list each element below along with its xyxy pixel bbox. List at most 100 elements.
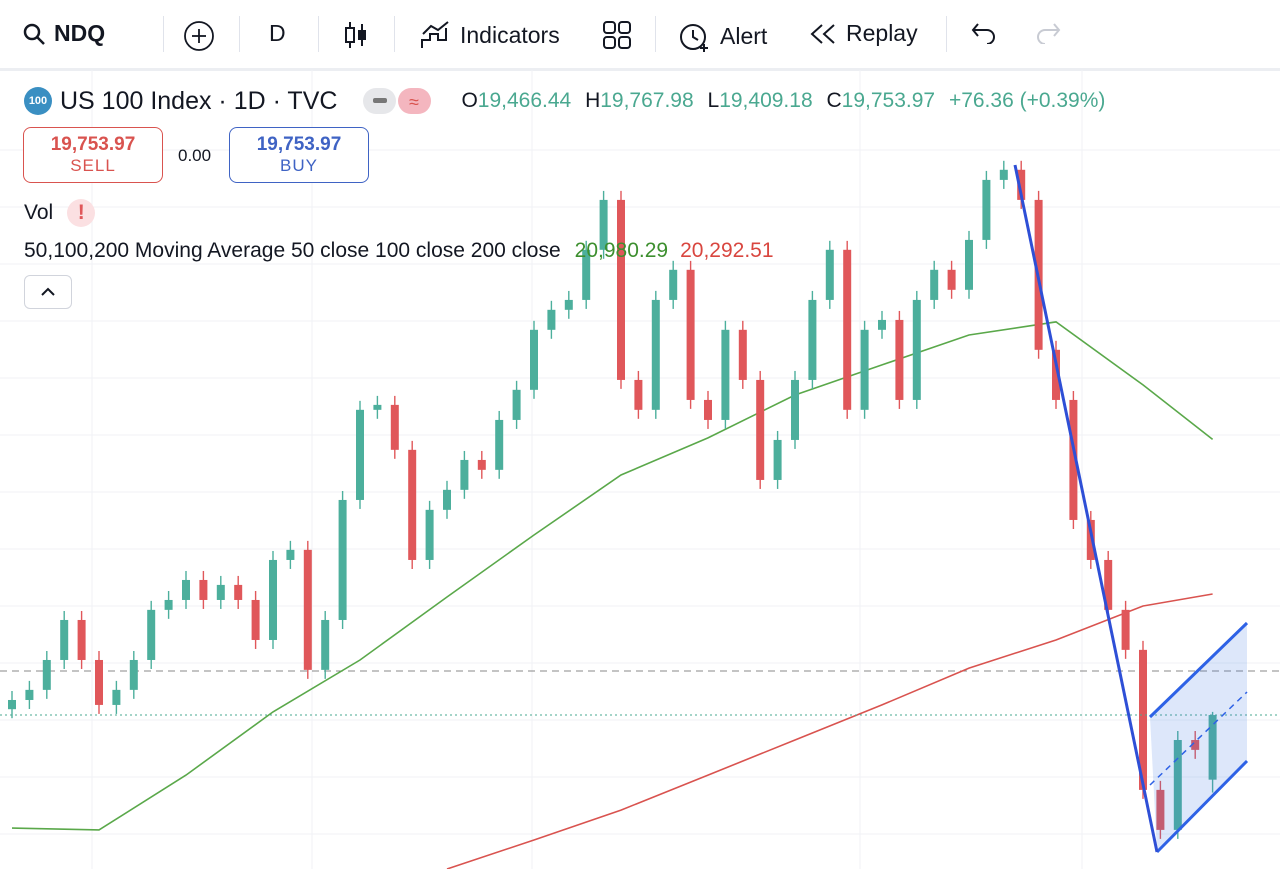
candle-body — [234, 584, 243, 600]
add-symbol[interactable] — [183, 20, 215, 52]
layout-button[interactable] — [602, 20, 632, 50]
high-value: 19,767.98 — [600, 89, 694, 112]
redo-button[interactable] — [1034, 20, 1062, 44]
candle-body — [1052, 349, 1060, 400]
candle-body — [495, 419, 504, 470]
moving-average — [446, 593, 1213, 869]
ohlc: O19,466.44 H19,767.98 L19,409.18 C19,753… — [461, 89, 1113, 113]
candle-body — [947, 269, 956, 290]
symbol-title: US 100 Index · 1D · TVC — [60, 86, 338, 115]
buy-label: BUY — [280, 156, 318, 175]
buy-button[interactable]: 19,753.97 BUY — [229, 127, 369, 183]
candle-body — [77, 619, 86, 660]
ma200-value: 20,292.51 — [680, 239, 774, 262]
ma-indicator: 50,100,200 Moving Average 50 close 100 c… — [24, 239, 774, 263]
candle-body — [25, 689, 34, 700]
candle-body — [373, 404, 382, 410]
candle-body — [582, 249, 591, 300]
candle-body — [843, 249, 852, 410]
candle-body — [878, 319, 886, 330]
low-label: L — [707, 89, 720, 112]
vol-label: Vol — [24, 201, 54, 224]
candle-body — [530, 329, 538, 390]
volume-indicator: Vol! — [24, 199, 96, 227]
grid — [0, 70, 1280, 869]
candle-body — [895, 319, 904, 400]
candle-body — [251, 599, 260, 640]
moving-average — [11, 321, 1214, 831]
undo-button[interactable] — [970, 20, 998, 44]
candle-body — [147, 609, 156, 660]
warning-icon[interactable]: ! — [67, 199, 96, 227]
candle-body — [182, 579, 190, 600]
open-label: O — [461, 89, 478, 112]
candle-body — [599, 199, 608, 250]
candle-body — [408, 449, 417, 560]
candle-body — [669, 269, 678, 300]
candle-body — [216, 584, 225, 600]
candle-body — [42, 659, 51, 690]
candle-body — [1139, 649, 1147, 790]
interval[interactable]: D — [269, 20, 286, 47]
candle-body — [547, 309, 556, 330]
candle-body — [634, 379, 643, 410]
candle-body — [425, 509, 434, 560]
candle-body — [1156, 789, 1165, 830]
chart — [0, 70, 1280, 869]
candle-body — [1121, 609, 1130, 650]
chart-type[interactable] — [342, 20, 370, 50]
candle-body — [460, 459, 469, 490]
close-value: 19,753.97 — [841, 89, 936, 112]
candle-body — [965, 239, 973, 290]
candle-body — [443, 489, 451, 510]
plus-icon — [184, 21, 214, 51]
candle-icon — [345, 22, 366, 48]
candle-body — [1017, 169, 1026, 200]
candle-body — [808, 299, 817, 380]
candle-body — [129, 659, 138, 690]
symbol-badge: 100 — [24, 87, 52, 115]
candle-body — [982, 179, 991, 240]
candle-body — [1104, 559, 1113, 610]
redo-icon — [1037, 23, 1061, 44]
candle-body — [617, 199, 625, 380]
alert-label: Alert — [720, 22, 768, 49]
candle-body — [930, 269, 939, 300]
buy-price: 19,753.97 — [256, 134, 342, 155]
candle-body — [1208, 715, 1217, 780]
candle-body — [356, 409, 364, 500]
candle-body — [651, 299, 660, 410]
svg-text:≈: ≈ — [409, 92, 419, 112]
candle-body — [60, 619, 69, 660]
candle-body — [686, 269, 695, 400]
candle-body — [791, 379, 799, 440]
replay-icon — [810, 23, 835, 44]
indicators-button[interactable]: Indicators — [420, 20, 560, 50]
candle-body — [738, 329, 747, 380]
candle-body — [390, 404, 399, 450]
chevron-icon — [41, 287, 55, 296]
candle-body — [564, 299, 573, 310]
candle-body — [512, 389, 521, 420]
ma50-value: 20,980.29 — [574, 239, 669, 262]
candle-body — [199, 579, 208, 600]
symbol-search[interactable]: NDQ — [22, 20, 105, 47]
candle-body — [1173, 739, 1182, 830]
change-value: +76.36 (+0.39%) — [948, 89, 1106, 112]
grid-icon — [603, 21, 631, 49]
ma-title: 50,100,200 Moving Average 50 close 100 c… — [24, 239, 561, 262]
toolbar: NDQ D Indicators Alert Replay — [0, 0, 1280, 71]
candle-body — [269, 559, 277, 640]
alert-button[interactable]: Alert — [678, 20, 767, 52]
sell-price: 19,753.97 — [50, 134, 136, 155]
open-value: 19,466.44 — [477, 89, 572, 112]
candle-body — [286, 549, 295, 560]
indicators-label: Indicators — [460, 21, 560, 48]
replay-button[interactable]: Replay — [808, 20, 918, 47]
candle-body — [1069, 399, 1078, 520]
candle-body — [303, 549, 312, 670]
collapse-button[interactable] — [24, 275, 72, 309]
sell-button[interactable]: 19,753.97 SELL — [23, 127, 163, 183]
candle-body — [825, 249, 834, 300]
